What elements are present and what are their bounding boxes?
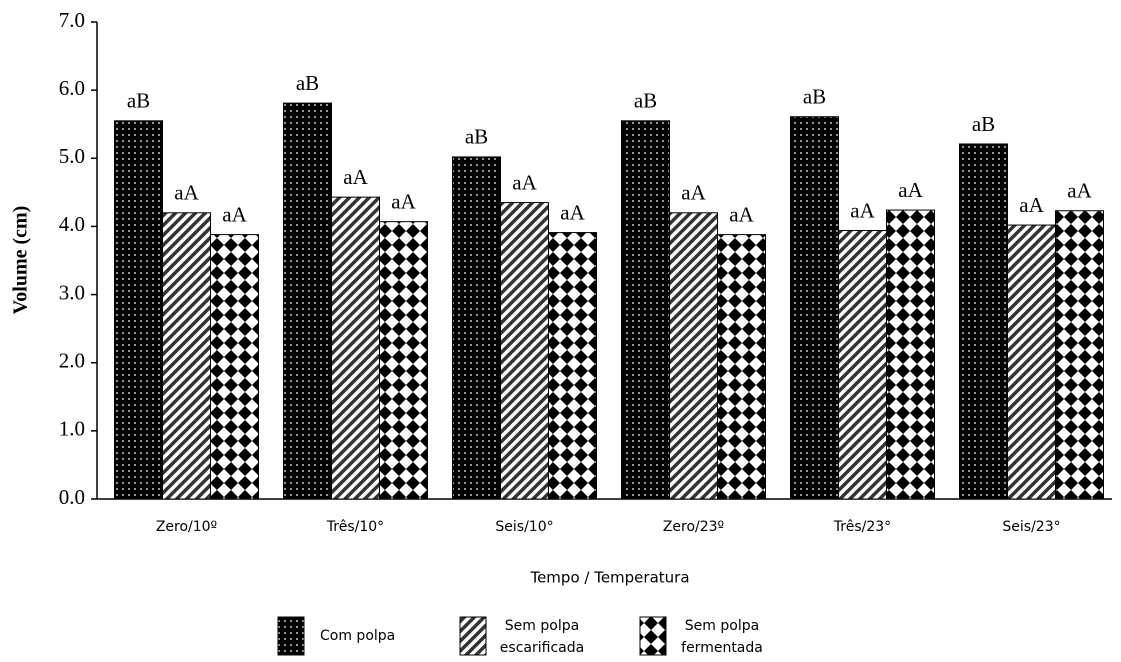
bar [790, 116, 839, 500]
bar [838, 230, 887, 500]
bar [1007, 224, 1056, 500]
y-tick-label: 0.0 [59, 485, 85, 509]
y-axis-label: Volume (cm) [10, 206, 32, 315]
bar-annotation: aA [391, 189, 416, 213]
x-axis-label: Tempo / Temperatura [529, 569, 689, 587]
legend-label: Sem polpa fermentada [681, 618, 763, 656]
y-tick-label: 6.0 [59, 76, 85, 100]
bar-annotation: aB [127, 89, 150, 113]
x-tick-label: Três/10° [326, 519, 384, 535]
bar-annotation: aA [512, 170, 537, 194]
bar-annotation: aB [634, 89, 657, 113]
bar-annotation: aA [174, 181, 199, 205]
x-tick-label: Seis/23° [1002, 519, 1060, 535]
bar [669, 212, 718, 500]
bar [959, 143, 1008, 500]
bar [379, 221, 428, 500]
x-tick-label: Zero/23º [663, 519, 724, 535]
bar-annotation: aB [465, 125, 488, 149]
bar [283, 102, 332, 500]
bar [621, 120, 670, 500]
bar-annotation: aA [850, 198, 875, 222]
bar-annotation: aA [1019, 193, 1044, 217]
legend-swatch [459, 616, 487, 656]
bar [452, 156, 501, 500]
legend-swatch [277, 616, 305, 656]
y-tick-label: 2.0 [59, 349, 85, 373]
bar-annotation: aA [343, 165, 368, 189]
bar [331, 196, 380, 500]
bar [548, 232, 597, 500]
bar-annotation: aA [898, 178, 923, 202]
bar [114, 120, 163, 500]
x-tick-label: Seis/10° [495, 519, 553, 535]
bar [886, 209, 935, 500]
y-tick-label: 4.0 [59, 212, 85, 236]
bar [162, 212, 211, 500]
y-tick-label: 7.0 [59, 8, 85, 32]
bar-annotation: aB [972, 112, 995, 136]
legend-label: Com polpa [320, 628, 395, 644]
x-tick-label: Zero/10º [156, 519, 217, 535]
bar-annotation: aA [560, 200, 585, 224]
bar-annotation: aB [803, 85, 826, 109]
bar-annotation: aA [222, 202, 247, 226]
y-tick-label: 5.0 [59, 144, 85, 168]
bar-annotation: aA [1067, 179, 1092, 203]
x-tick-label: Três/23° [833, 519, 891, 535]
y-tick-label: 1.0 [59, 417, 85, 441]
bar [717, 234, 766, 500]
bar [1055, 210, 1104, 500]
bar [500, 202, 549, 500]
bar-annotation: aA [681, 181, 706, 205]
bar [210, 234, 259, 500]
legend-label: Sem polpa escarificada [500, 618, 584, 656]
bar-annotation: aA [729, 202, 754, 226]
legend-swatch [639, 616, 667, 656]
bar-annotation: aB [296, 71, 319, 95]
y-tick-label: 3.0 [59, 280, 85, 304]
